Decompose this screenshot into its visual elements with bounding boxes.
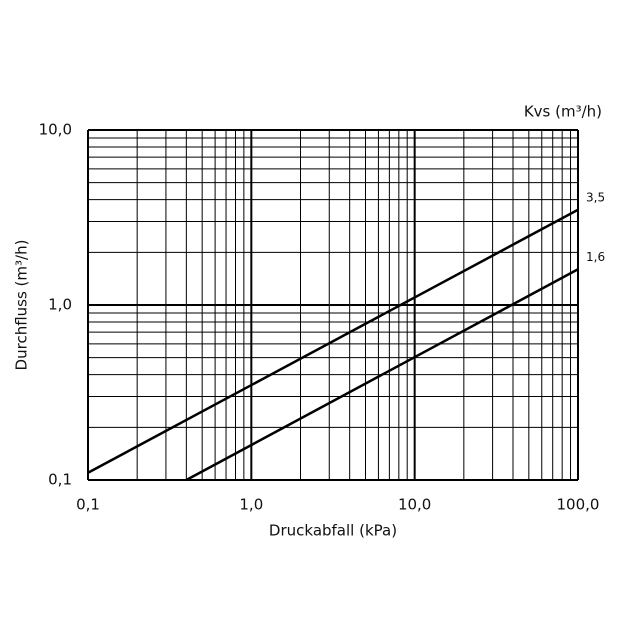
line — [185, 268, 579, 482]
x-tick-label: 10,0 — [398, 496, 431, 514]
y-tick-label: 10,0 — [39, 121, 72, 139]
series-label: 1,6 — [586, 250, 605, 264]
y-axis-label: Durchfluss (m³/h) — [13, 240, 31, 371]
x-axis-label: Druckabfall (kPa) — [269, 522, 397, 540]
legend-title: Kvs (m³/h) — [524, 103, 602, 121]
series-label: 3,5 — [586, 190, 605, 204]
y-tick-label: 1,0 — [48, 296, 72, 314]
x-tick-label: 100,0 — [557, 496, 600, 514]
x-tick-label: 0,1 — [76, 496, 100, 514]
line — [87, 208, 579, 474]
y-tick-label: 0,1 — [48, 471, 72, 489]
x-tick-label: 1,0 — [239, 496, 263, 514]
